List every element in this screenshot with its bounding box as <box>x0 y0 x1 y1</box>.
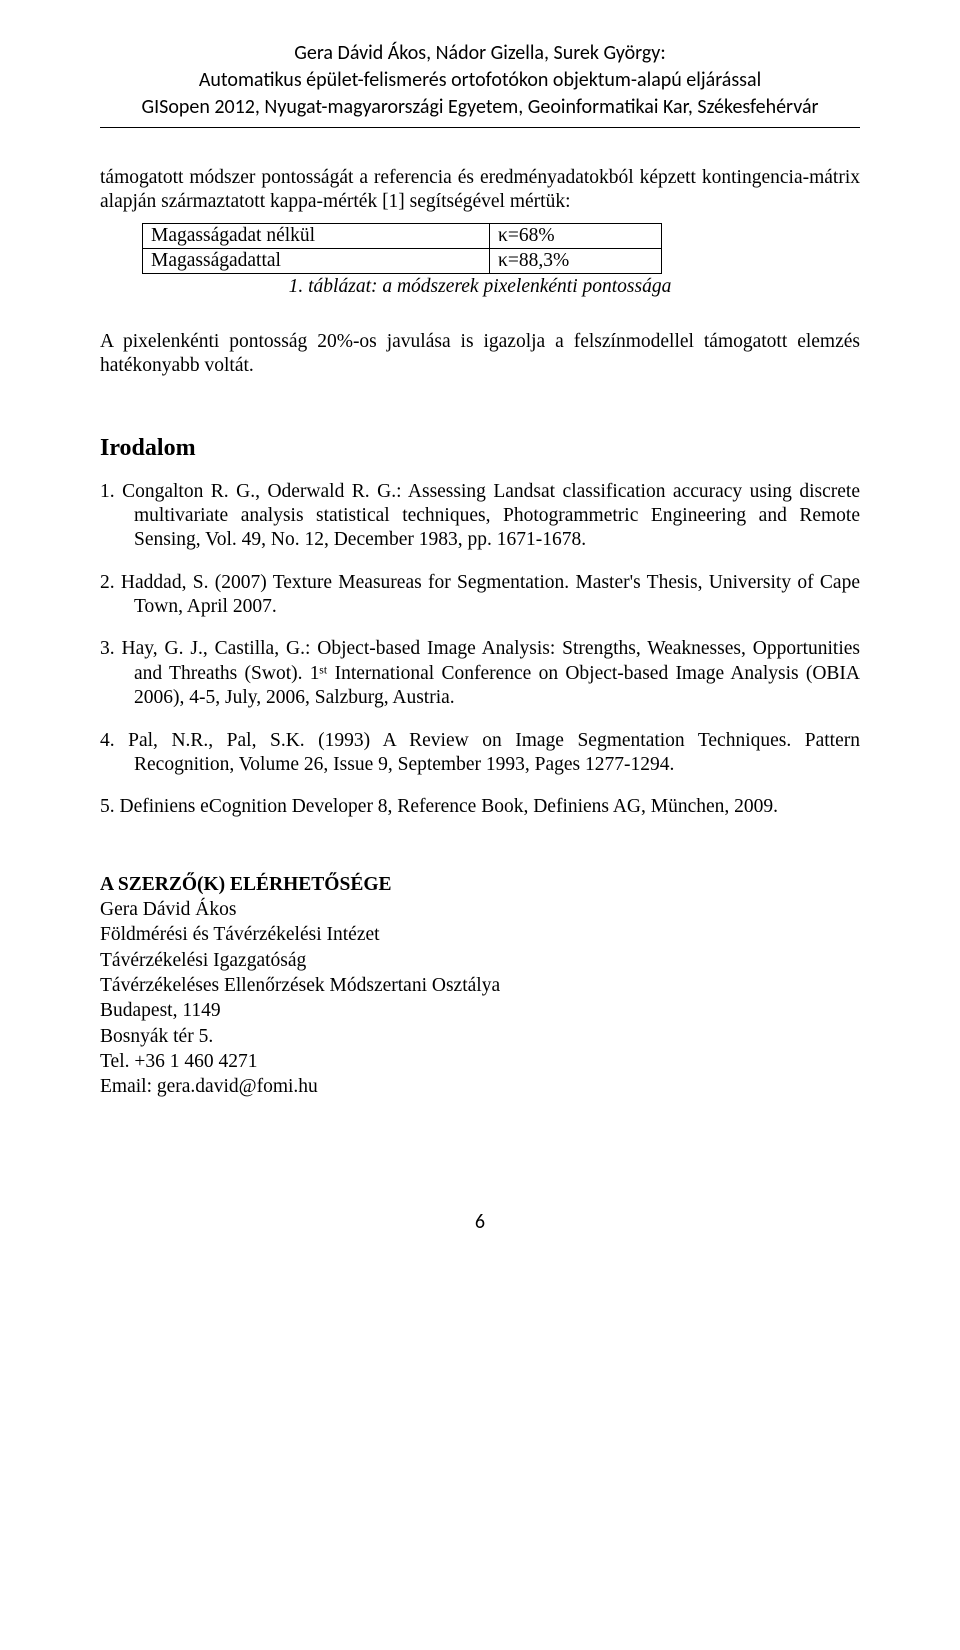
contact-line: Tel. +36 1 460 4271 <box>100 1049 860 1074</box>
table-row: Magasságadattal κ=88,3% <box>143 248 662 273</box>
conclusion-paragraph: A pixelenkénti pontosság 20%-os javulása… <box>100 330 860 379</box>
bibliography-heading: Irodalom <box>100 435 860 462</box>
reference-item: 3. Hay, G. J., Castilla, G.: Object-base… <box>100 637 860 710</box>
contact-line: Távérzékeléses Ellenőrzések Módszertani … <box>100 973 860 998</box>
table-cell: κ=88,3% <box>490 248 662 273</box>
header-conference: GISopen 2012, Nyugat-magyarországi Egyet… <box>100 94 860 121</box>
contact-section: A SZERZŐ(K) ELÉRHETŐSÉGE Gera Dávid Ákos… <box>100 872 860 1100</box>
contact-line: Bosnyák tér 5. <box>100 1024 860 1049</box>
table-cell: Magasságadat nélkül <box>143 223 490 248</box>
page-number: 6 <box>100 1210 860 1234</box>
bibliography-list: 1. Congalton R. G., Oderwald R. G.: Asse… <box>100 480 860 820</box>
reference-item: 5. Definiens eCognition Developer 8, Ref… <box>100 795 860 819</box>
contact-line: Földmérési és Távérzékelési Intézet <box>100 922 860 947</box>
table-caption: 1. táblázat: a módszerek pixelenkénti po… <box>100 276 860 298</box>
contact-line: Budapest, 1149 <box>100 998 860 1023</box>
contact-line: Távérzékelési Igazgatóság <box>100 948 860 973</box>
table-cell: Magasságadattal <box>143 248 490 273</box>
document-page: Gera Dávid Ákos, Nádor Gizella, Surek Gy… <box>0 0 960 1274</box>
intro-paragraph: támogatott módszer pontosságát a referen… <box>100 166 860 215</box>
page-header: Gera Dávid Ákos, Nádor Gizella, Surek Gy… <box>100 40 860 128</box>
reference-item: 4. Pal, N.R., Pal, S.K. (1993) A Review … <box>100 729 860 778</box>
contact-line: Email: gera.david@fomi.hu <box>100 1074 860 1099</box>
table-cell: κ=68% <box>490 223 662 248</box>
accuracy-table: Magasságadat nélkül κ=68% Magasságadatta… <box>142 223 662 274</box>
header-title: Automatikus épület-felismerés ortofotóko… <box>100 67 860 94</box>
contact-heading: A SZERZŐ(K) ELÉRHETŐSÉGE <box>100 872 860 897</box>
reference-item: 1. Congalton R. G., Oderwald R. G.: Asse… <box>100 480 860 553</box>
contact-line: Gera Dávid Ákos <box>100 897 860 922</box>
header-authors: Gera Dávid Ákos, Nádor Gizella, Surek Gy… <box>100 40 860 67</box>
table-row: Magasságadat nélkül κ=68% <box>143 223 662 248</box>
reference-item: 2. Haddad, S. (2007) Texture Measureas f… <box>100 571 860 620</box>
